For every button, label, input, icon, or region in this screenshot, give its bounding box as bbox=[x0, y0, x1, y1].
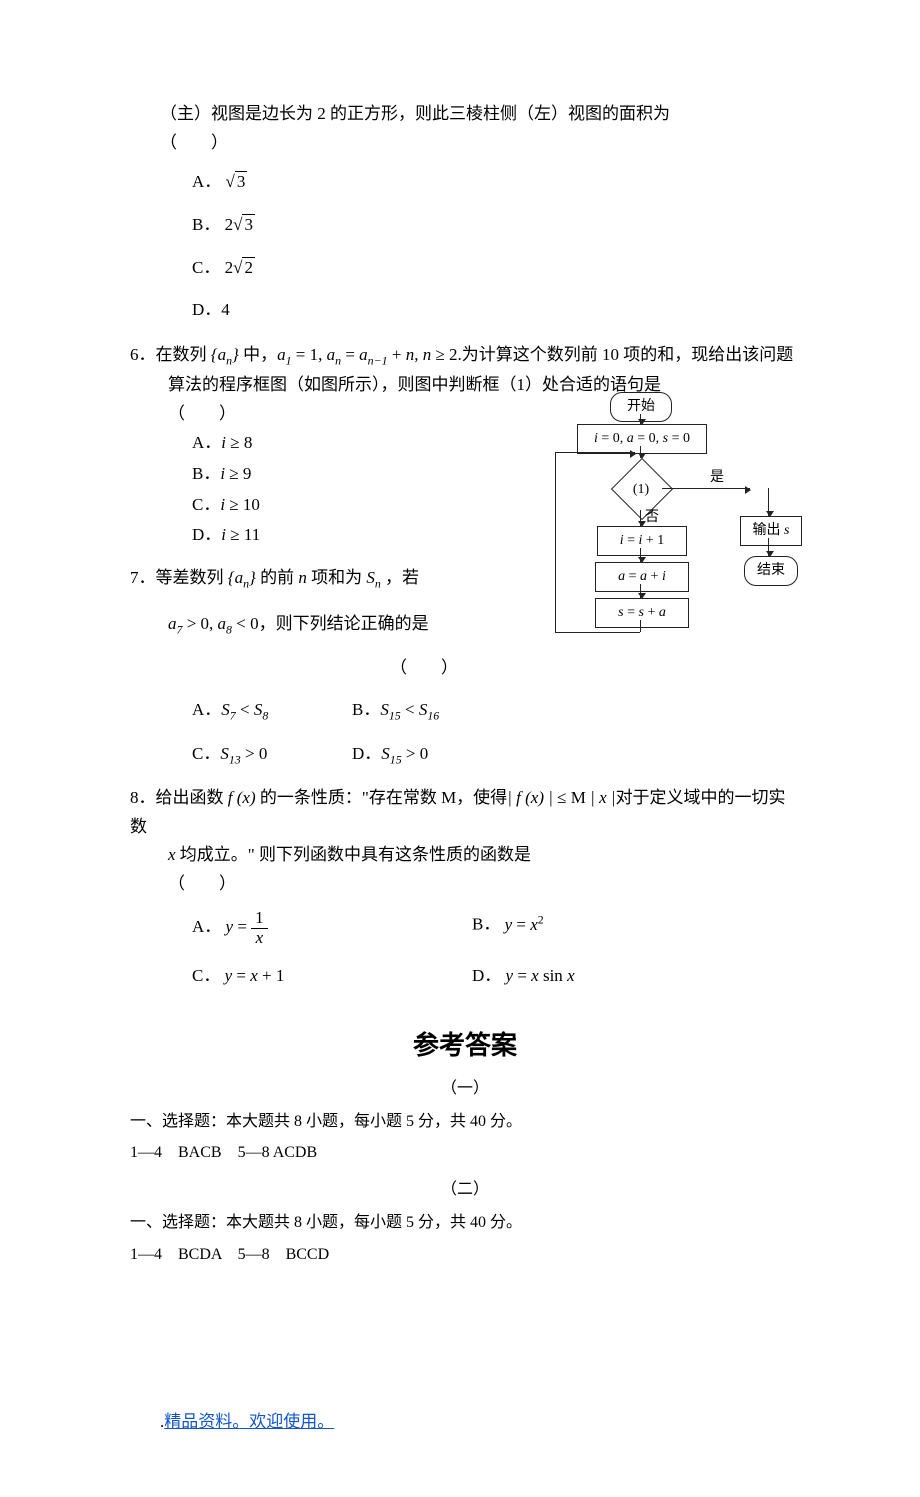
q7-cond: a7 > 0, a8 < 0 bbox=[168, 614, 259, 633]
q5-choice-d: D．4 bbox=[192, 296, 800, 325]
q7-choices-row2: C．S13 > 0 D．S15 > 0 bbox=[130, 740, 800, 770]
q6-mid: 中， bbox=[239, 345, 277, 364]
answers-title: 参考答案 bbox=[130, 1023, 800, 1067]
q5-choice-a: A． √3 bbox=[192, 168, 800, 197]
q5-stem-text: （主）视图是边长为 2 的正方形，则此三棱柱侧（左）视图的面积为 bbox=[160, 104, 670, 123]
page: （主）视图是边长为 2 的正方形，则此三棱柱侧（左）视图的面积为 （ ） A． … bbox=[0, 0, 920, 1497]
answers-sub2: （二） bbox=[130, 1176, 800, 1203]
q6-post: 为计算这个数列前 10 项的和，现给出该问题 bbox=[462, 345, 794, 364]
answers-sec1-line2: 1—4 BACB 5—8 ACDB bbox=[130, 1139, 800, 1166]
q8-choices-row1: A． y = 1x B． y = x2 bbox=[130, 909, 800, 947]
fc-arrow bbox=[640, 548, 641, 562]
q5-choice-a-label: A． bbox=[192, 172, 221, 191]
fc-arrow bbox=[768, 538, 769, 556]
q7-post: 项和为 bbox=[307, 568, 367, 587]
q7-pre: 7．等差数列 bbox=[130, 568, 228, 587]
q7-choice-b: B．S15 < S16 bbox=[352, 696, 439, 726]
footer-link-line: .精品资料。欢迎使用。 bbox=[130, 1408, 800, 1437]
q5-choice-b: B． 2√3 bbox=[192, 211, 800, 240]
q5-choice-c-label: C． bbox=[192, 258, 220, 277]
q6-cond: a1 = 1, an = an−1 + n, n ≥ 2. bbox=[277, 345, 462, 364]
q6-seq: {an} bbox=[211, 345, 239, 364]
fc-arrow bbox=[555, 452, 635, 453]
q7-blank: （ ） bbox=[390, 658, 458, 677]
q8-stem-line1: 8．给出函数 f (x) 的一条性质："存在常数 M，使得| f (x) | ≤… bbox=[130, 784, 800, 842]
answers-sec2-line1: 一、选择题：本大题共 8 小题，每小题 5 分，共 40 分。 bbox=[130, 1209, 800, 1236]
q8-choices-row2: C． y = x + 1 D． y = x sin x bbox=[130, 962, 800, 991]
q8-choice-c: C． y = x + 1 bbox=[192, 962, 472, 991]
q7-choices-row1: A．S7 < S8 B．S15 < S16 bbox=[130, 696, 800, 726]
q8-choice-b-label: B． bbox=[472, 915, 500, 934]
flowchart: 开始 i = 0, a = 0, s = 0 (1) 是 否 i = i + 1… bbox=[535, 392, 815, 652]
q8-choice-d-label: D． bbox=[472, 966, 501, 985]
q5-choice-a-expr: √3 bbox=[226, 171, 248, 191]
q7-seq: {an} bbox=[228, 568, 256, 587]
q7-sn: Sn bbox=[366, 568, 380, 587]
fc-step3: s = s + a bbox=[595, 598, 689, 628]
q5-choice-b-expr: 2√3 bbox=[225, 214, 255, 234]
q8-choice-d: D． y = x sin x bbox=[472, 962, 575, 991]
q8-choice-a: A． y = 1x bbox=[192, 909, 472, 947]
q8-choice-a-expr: y = 1x bbox=[226, 917, 268, 936]
fc-arrow bbox=[662, 488, 750, 489]
q5-blank: （ ） bbox=[160, 133, 228, 152]
fc-start: 开始 bbox=[610, 392, 672, 422]
q8-choice-c-expr: y = x + 1 bbox=[225, 966, 285, 985]
q8-fx: f (x) bbox=[228, 788, 256, 807]
q5-choice-c: C． 2√2 bbox=[192, 254, 800, 283]
q6-stem-line1: 6．在数列 {an} 中，a1 = 1, an = an−1 + n, n ≥ … bbox=[130, 341, 800, 371]
q8-choice-c-label: C． bbox=[192, 966, 220, 985]
fc-line bbox=[555, 452, 556, 632]
q8-choice-b-expr: y = x2 bbox=[505, 915, 544, 934]
fc-arrow bbox=[640, 584, 641, 598]
q7-choice-c: C．S13 > 0 bbox=[192, 740, 352, 770]
q8-mid: 的一条性质："存在常数 M，使得 bbox=[256, 788, 508, 807]
fc-output: 输出 s bbox=[740, 516, 802, 546]
fc-step1: i = i + 1 bbox=[597, 526, 687, 556]
footer-link[interactable]: 精品资料。欢迎使用。 bbox=[164, 1412, 334, 1431]
q8-blank: （ ） bbox=[168, 874, 236, 893]
fc-arrow bbox=[640, 414, 641, 424]
fc-yes: 是 bbox=[710, 466, 724, 490]
q8-pre: 8．给出函数 bbox=[130, 788, 228, 807]
fc-cond-label: (1) bbox=[591, 478, 691, 502]
q7-choice-a: A．S7 < S8 bbox=[192, 696, 352, 726]
q5-stem: （主）视图是边长为 2 的正方形，则此三棱柱侧（左）视图的面积为 （ ） bbox=[130, 100, 800, 158]
q5-choices: A． √3 B． 2√3 C． 2√2 D．4 bbox=[130, 168, 800, 326]
fc-arrow bbox=[640, 510, 641, 526]
fc-end: 结束 bbox=[744, 556, 798, 586]
answers-sec1-line1: 一、选择题：本大题共 8 小题，每小题 5 分，共 40 分。 bbox=[130, 1108, 800, 1135]
q6-blank: （ ） bbox=[168, 404, 236, 423]
q7-end: ，若 bbox=[381, 568, 419, 587]
fc-init: i = 0, a = 0, s = 0 bbox=[577, 424, 707, 454]
q8-ineq: | f (x) | ≤ M | x | bbox=[507, 788, 615, 807]
q8-choice-b: B． y = x2 bbox=[472, 909, 544, 947]
q5-choice-c-expr: 2√2 bbox=[225, 257, 255, 277]
q8-choice-d-expr: y = x sin x bbox=[506, 966, 575, 985]
q8-stem-line2: x 均成立。" 则下列函数中具有这条性质的函数是 （ ） bbox=[130, 841, 800, 899]
q7-blank-row: （ ） bbox=[130, 654, 800, 683]
fc-line bbox=[640, 620, 641, 632]
q8-line2-post: 均成立。" 则下列函数中具有这条性质的函数是 bbox=[176, 845, 531, 864]
q6-pre: 6．在数列 bbox=[130, 345, 211, 364]
q7-n: n bbox=[298, 568, 307, 587]
q8-x: x bbox=[168, 845, 176, 864]
answers-sub1: （一） bbox=[130, 1075, 800, 1102]
q7-mid: 的前 bbox=[256, 568, 299, 587]
fc-step2: a = a + i bbox=[595, 562, 689, 592]
q7-choice-d: D．S15 > 0 bbox=[352, 740, 428, 770]
q7-cond-post: ，则下列结论正确的是 bbox=[259, 614, 429, 633]
fc-arrow bbox=[640, 446, 641, 458]
q5-choice-b-label: B． bbox=[192, 215, 220, 234]
answers-sec2-line2: 1—4 BCDA 5—8 BCCD bbox=[130, 1241, 800, 1268]
fc-arrow bbox=[768, 488, 769, 516]
fc-line bbox=[555, 632, 640, 633]
q8-choice-a-label: A． bbox=[192, 917, 221, 936]
